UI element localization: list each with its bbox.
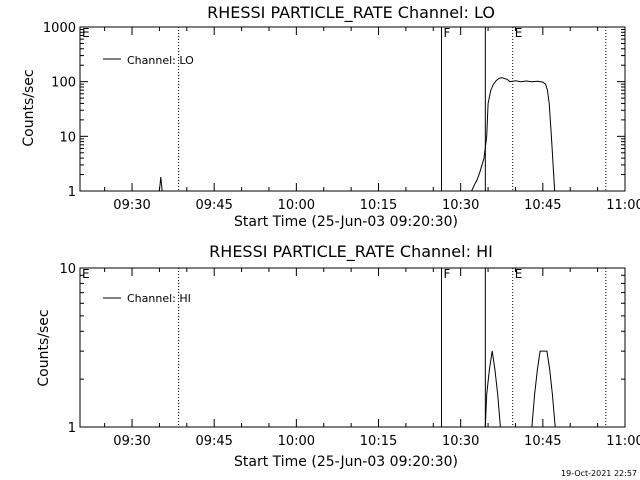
series-line-1 [484, 351, 501, 428]
panel-channel-hi: RHESSI PARTICLE_RATE Channel: HI Counts/… [36, 242, 640, 470]
x-tick-label: 11:00 [606, 198, 640, 213]
marker-label: F [444, 267, 451, 281]
x-tick-label: 10:15 [360, 198, 397, 213]
series-line-1 [531, 350, 556, 428]
y-tick-label: 1000 [43, 21, 76, 36]
x-tick-label: 10:45 [524, 198, 561, 213]
y-tick-label: 10 [59, 130, 76, 145]
x-tick-label: 09:30 [113, 434, 150, 449]
x-tick-label: 10:00 [278, 198, 315, 213]
x-tick-label: 09:45 [195, 434, 232, 449]
x-tick-label: 10:15 [360, 434, 397, 449]
y-tick-label: 1 [68, 185, 76, 200]
series-line-1 [158, 176, 163, 192]
x-axis-label: Start Time (25-Jun-03 09:20:30) [234, 214, 458, 230]
y-axis-label: Counts/sec [36, 309, 52, 386]
marker-label: E [515, 26, 523, 40]
plot-frame [79, 26, 626, 192]
x-axis-label: Start Time (25-Jun-03 09:20:30) [234, 454, 458, 470]
y-axis-label: Counts/sec [21, 69, 37, 146]
x-tick-label: 10:30 [442, 434, 479, 449]
chart-title: RHESSI PARTICLE_RATE Channel: HI [209, 242, 493, 262]
chart-title: RHESSI PARTICLE_RATE Channel: LO [207, 3, 495, 23]
x-tick-label: 09:45 [195, 198, 232, 213]
y-tick-label: 100 [51, 76, 76, 91]
footer-timestamp: 19-Oct-2021 22:57 [561, 469, 637, 478]
marker-label: E [82, 26, 90, 40]
series-line-1 [471, 77, 556, 192]
legend-label: Channel: LO [127, 54, 194, 67]
marker-label: E [515, 267, 523, 281]
y-tick-label: 1 [68, 421, 76, 436]
x-tick-label: 10:00 [278, 434, 315, 449]
panel-channel-lo: RHESSI PARTICLE_RATE Channel: LO Counts/… [21, 3, 640, 230]
y-tick-label: 10 [59, 262, 76, 277]
marker-label: F [444, 26, 451, 40]
x-tick-label: 09:30 [113, 198, 150, 213]
marker-label: E [82, 267, 90, 281]
legend-label: Channel: HI [127, 292, 191, 305]
x-tick-label: 10:45 [524, 434, 561, 449]
x-tick-label: 11:00 [606, 434, 640, 449]
x-tick-label: 10:30 [442, 198, 479, 213]
